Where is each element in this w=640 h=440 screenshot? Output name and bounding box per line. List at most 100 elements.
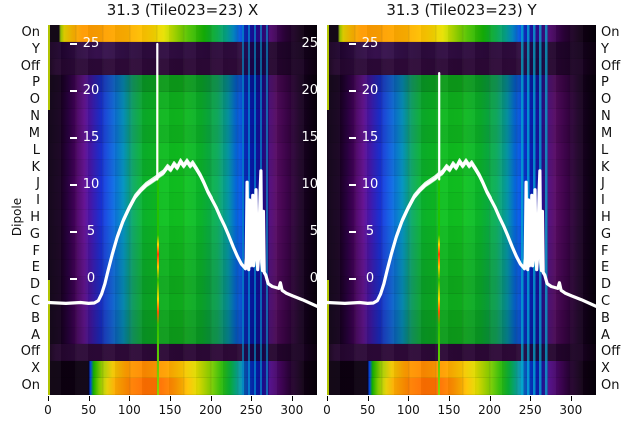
heatmap-panel-x: 25 20 15 10 5 0	[48, 25, 317, 395]
x-tick-mark	[530, 396, 532, 401]
dipole-label-right: C	[601, 294, 611, 309]
y-tick-label: 25	[82, 36, 100, 51]
dipole-label-left: Y	[32, 41, 40, 57]
dipole-label-right: On	[601, 378, 620, 394]
heatmap-panel-y: 25 20 15 10 5 0	[327, 25, 596, 395]
y-tick-mark	[349, 137, 356, 139]
bandpass-curve	[48, 42, 317, 308]
dipole-label-right: Y	[601, 41, 609, 57]
x-tick-label: 50	[80, 403, 97, 417]
x-tick-mark	[88, 396, 90, 401]
y-tick-label: 10	[361, 177, 379, 192]
dipole-label-left: On	[21, 25, 40, 40]
y-tick-mark	[349, 184, 356, 186]
y-tick-label: 0	[86, 271, 96, 286]
y-tick-label: 10	[82, 177, 100, 192]
y-tick-label: 0	[365, 271, 375, 286]
dipole-label-right: I	[601, 193, 605, 209]
y-tick-label-mid: 25	[301, 36, 318, 51]
y-tick-mark	[70, 231, 77, 233]
y-tick-label: 20	[361, 83, 379, 98]
left-panel-title: 31.3 (Tile023=23) X	[106, 1, 259, 19]
dipole-label-left: F	[32, 243, 40, 259]
dipole-label-right: A	[601, 327, 610, 343]
dipole-label-right: On	[601, 25, 620, 40]
dipole-label-right: O	[601, 92, 612, 108]
dipole-label-left: I	[36, 193, 40, 209]
x-tick-mark	[129, 396, 131, 401]
x-tick-mark	[408, 396, 410, 401]
right-panel-title: 31.3 (Tile023=23) Y	[386, 1, 537, 19]
x-tick-mark	[210, 396, 212, 401]
x-tick-label: 300	[280, 403, 304, 417]
dipole-label-right: E	[601, 260, 610, 276]
dipole-label-left: J	[36, 176, 40, 192]
dipole-label-right: M	[601, 125, 613, 141]
y-tick-label: 15	[82, 130, 100, 145]
dipole-label-right: N	[601, 109, 611, 125]
channel-mosaic	[48, 25, 317, 395]
y-tick-mark	[349, 278, 356, 280]
y-tick-label-mid: 5	[309, 224, 318, 239]
dipole-label-right: P	[601, 75, 609, 91]
dipole-label-right: Off	[601, 344, 621, 360]
dipole-label-left: Off	[20, 58, 40, 74]
dipole-label-left: G	[29, 226, 40, 242]
x-tick-label: 0	[44, 403, 52, 417]
x-tick-mark	[169, 396, 171, 401]
x-tick-mark	[489, 396, 491, 401]
x-tick-mark	[570, 396, 572, 401]
x-tick-label: 300	[559, 403, 583, 417]
dipole-label-left: L	[32, 142, 40, 158]
x-tick-label: 100	[396, 403, 420, 417]
x-tick-label: 150	[437, 403, 461, 417]
dipole-label-right: F	[601, 243, 609, 259]
dipole-label-right: B	[601, 310, 610, 326]
dipole-label-right: L	[601, 142, 609, 158]
x-tick-label: 250	[518, 403, 542, 417]
dipole-label-right: K	[601, 159, 610, 175]
y-tick-mark	[70, 278, 77, 280]
dipole-label-left: K	[31, 159, 40, 175]
edge-channel-line	[327, 280, 329, 395]
x-tick-mark	[48, 396, 49, 401]
dipole-label-right: G	[601, 226, 612, 242]
x-tick-label: 250	[239, 403, 263, 417]
dipole-label-left: O	[29, 92, 40, 108]
dipole-label-right: H	[601, 209, 611, 225]
x-tick-mark	[291, 396, 293, 401]
edge-channel-line	[48, 280, 50, 395]
y-tick-label-mid: 10	[301, 177, 318, 192]
x-tick-label: 100	[117, 403, 141, 417]
x-tick-mark	[251, 396, 253, 401]
y-tick-label: 25	[361, 36, 379, 51]
dipole-label-right: Off	[601, 58, 621, 74]
y-tick-label: 5	[86, 224, 96, 239]
x-tick-label: 200	[199, 403, 222, 417]
x-tick-label: 50	[359, 403, 376, 417]
dipole-label-left: A	[31, 327, 40, 343]
dipole-label-left: D	[29, 277, 40, 293]
y-tick-label-mid: 15	[301, 130, 318, 145]
rfi-spectral-line	[156, 75, 159, 395]
dipole-label-left: C	[30, 294, 40, 309]
dipole-label-left: On	[21, 378, 40, 394]
y-tick-label: 15	[361, 130, 379, 145]
bandpass-curve	[327, 72, 596, 308]
y-tick-mark	[70, 90, 77, 92]
x-tick-mark	[367, 396, 369, 401]
x-tick-mark	[327, 396, 328, 401]
dipole-label-right: D	[601, 277, 612, 293]
x-tick-label: 200	[478, 403, 501, 417]
x-tick-mark	[448, 396, 450, 401]
y-tick-mark	[349, 90, 356, 92]
dipole-label-left: E	[31, 260, 40, 276]
x-tick-label: 150	[158, 403, 182, 417]
y-tick-mark	[349, 43, 356, 45]
x-tick-label: 0	[323, 403, 331, 417]
dipole-labels-left: On Y Off P O N M L K J I H G F E D C B A Off X On	[0, 25, 40, 395]
rfi-spectral-line	[438, 75, 441, 395]
dipole-label-left: M	[28, 125, 40, 141]
y-tick-label: 20	[82, 83, 100, 98]
